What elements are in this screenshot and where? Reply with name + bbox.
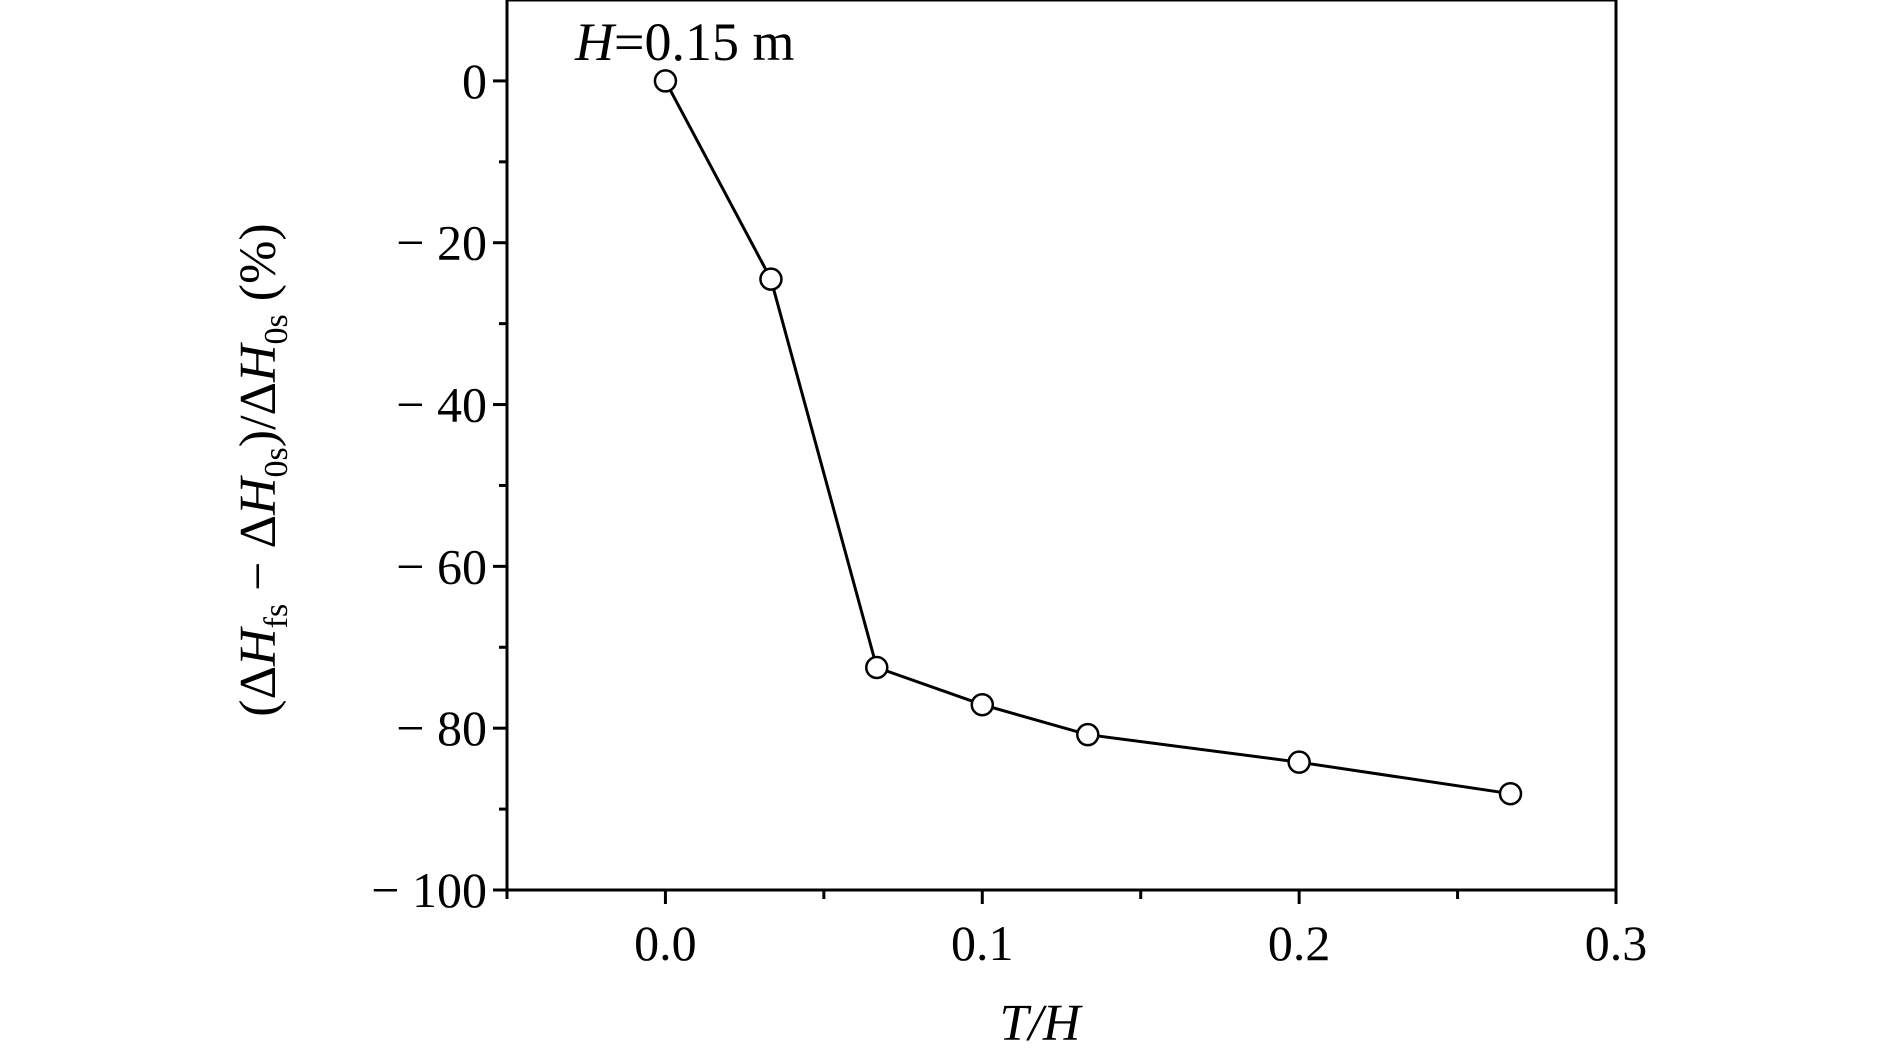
y-tick-label: − 20 (396, 215, 487, 271)
x-tick-label: 0.3 (1585, 915, 1648, 971)
data-point (970, 692, 995, 717)
x-axis-ticks: 0.0 0.1 0.2 0.3 (505, 890, 1648, 971)
plot-frame (505, 0, 1618, 892)
data-point (865, 655, 889, 680)
data-point (653, 69, 678, 93)
y-axis-ticks: 0 − 20 − 40 − 60 − 80 − 100 (371, 53, 507, 918)
y-tick-label: 0 (462, 53, 487, 109)
y-tick-label: − 100 (371, 862, 487, 918)
x-tick-label: 0.1 (951, 915, 1014, 971)
x-tick-label: 0.2 (1268, 915, 1331, 971)
y-axis-title: (ΔHfs − ΔH0s)/ΔH0s (%) (230, 223, 295, 716)
x-axis-title: T/H (1000, 995, 1083, 1051)
y-tick-label: − 40 (396, 377, 487, 433)
data-point (1076, 722, 1100, 747)
series-line (664, 80, 1511, 796)
h-annotation: H=0.15 m (574, 12, 794, 72)
y-tick-label: − 80 (396, 700, 487, 756)
data-point (1287, 750, 1311, 774)
y-tick-label: − 60 (396, 538, 487, 594)
data-point (1498, 781, 1523, 806)
x-tick-label: 0.0 (634, 915, 697, 971)
series-layer (653, 69, 1523, 806)
data-point (759, 267, 783, 291)
